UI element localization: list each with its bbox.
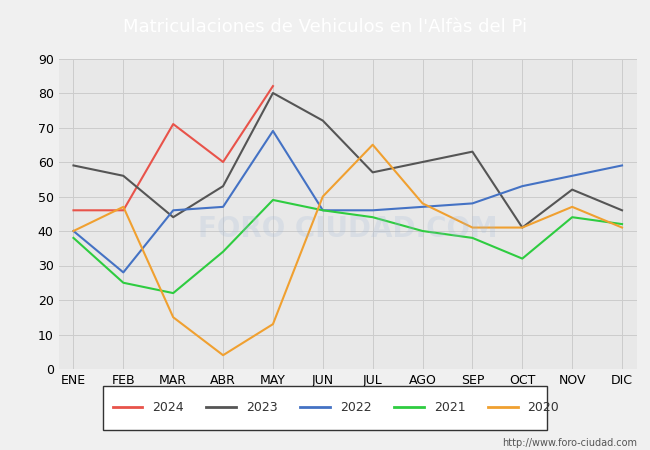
2020 [70, 228, 77, 234]
2020 [219, 352, 227, 358]
2021 [269, 197, 277, 202]
2021 [70, 235, 77, 241]
2021 [120, 280, 127, 285]
Line: 2024: 2024 [73, 86, 273, 210]
2021 [419, 228, 426, 234]
Text: FORO CIUDAD.COM: FORO CIUDAD.COM [198, 215, 497, 243]
2024 [120, 207, 127, 213]
2024 [169, 122, 177, 127]
2023 [70, 163, 77, 168]
Line: 2023: 2023 [73, 93, 622, 228]
2023 [169, 215, 177, 220]
2020 [269, 321, 277, 327]
2020 [568, 204, 576, 210]
2023 [120, 173, 127, 179]
2020 [469, 225, 476, 230]
Text: http://www.foro-ciudad.com: http://www.foro-ciudad.com [502, 438, 637, 448]
2020 [519, 225, 526, 230]
2022 [618, 163, 626, 168]
Text: 2022: 2022 [340, 401, 371, 414]
2021 [169, 290, 177, 296]
2022 [319, 207, 327, 213]
2024 [269, 83, 277, 89]
2022 [169, 207, 177, 213]
2021 [369, 215, 376, 220]
2023 [618, 207, 626, 213]
2020 [120, 204, 127, 210]
2023 [219, 184, 227, 189]
2022 [70, 228, 77, 234]
Text: 2021: 2021 [434, 401, 465, 414]
Text: 2023: 2023 [246, 401, 278, 414]
2020 [618, 225, 626, 230]
2020 [169, 315, 177, 320]
2022 [519, 184, 526, 189]
2023 [469, 149, 476, 154]
2022 [120, 270, 127, 275]
2020 [319, 194, 327, 199]
2021 [519, 256, 526, 261]
2023 [568, 187, 576, 192]
2023 [369, 170, 376, 175]
2022 [568, 173, 576, 179]
2024 [70, 207, 77, 213]
2024 [219, 159, 227, 165]
Line: 2020: 2020 [73, 145, 622, 355]
2022 [269, 128, 277, 134]
2023 [319, 118, 327, 123]
2021 [618, 221, 626, 227]
2023 [419, 159, 426, 165]
Text: 2020: 2020 [528, 401, 559, 414]
FancyBboxPatch shape [103, 386, 547, 429]
2021 [319, 207, 327, 213]
Text: Matriculaciones de Vehiculos en l'Alfàs del Pi: Matriculaciones de Vehiculos en l'Alfàs … [123, 18, 527, 36]
2022 [469, 201, 476, 206]
2021 [469, 235, 476, 241]
2023 [519, 225, 526, 230]
2020 [369, 142, 376, 148]
2021 [219, 249, 227, 254]
2023 [269, 90, 277, 96]
2021 [568, 215, 576, 220]
2020 [419, 201, 426, 206]
Line: 2022: 2022 [73, 131, 622, 272]
2022 [219, 204, 227, 210]
2022 [369, 207, 376, 213]
Text: 2024: 2024 [152, 401, 184, 414]
Line: 2021: 2021 [73, 200, 622, 293]
2022 [419, 204, 426, 210]
